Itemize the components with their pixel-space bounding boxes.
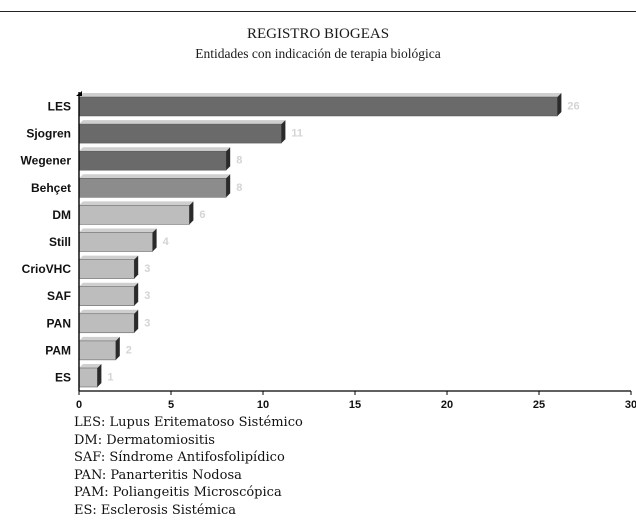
- data-label: 3: [144, 290, 150, 302]
- category-label: Wegener: [21, 154, 72, 168]
- bar-end-cap: [115, 336, 120, 360]
- y-axis-tip: [76, 91, 82, 96]
- bar-rect: [78, 340, 117, 361]
- legend-item: ES: Esclerosis Sistémica: [74, 502, 237, 518]
- bar-end-cap: [134, 255, 139, 279]
- chart-title: REGISTRO BIOGEAS: [246, 26, 390, 42]
- bars-group: LES 26 Sjogren 11 Wegener 8 Behçet 8 DM 6 Still 4 Cr…: [21, 93, 580, 388]
- bar-rect: [78, 96, 558, 117]
- category-label: PAN: [47, 316, 71, 330]
- category-label: Behçet: [31, 181, 71, 195]
- data-label: 11: [291, 128, 303, 140]
- bar-chart: LES 26 Sjogren 11 Wegener 8 Behçet 8 DM 6 Still 4 Cr…: [21, 91, 636, 411]
- data-label: 8: [236, 182, 242, 194]
- category-label: SAF: [47, 289, 71, 303]
- bar-6: CrioVHC 3: [22, 255, 150, 279]
- chart-subtitle: Entidades con indicación de terapia biol…: [195, 46, 441, 61]
- category-label: DM: [52, 208, 71, 222]
- x-tick-label: 0: [76, 399, 82, 411]
- bar-end-cap: [97, 364, 102, 387]
- legend-item: SAF: Síndrome Antifosfolipídico: [74, 450, 285, 465]
- data-label: 6: [199, 209, 205, 221]
- bar-top-face: [79, 201, 194, 206]
- bar-4: DM 6: [52, 201, 206, 225]
- bar-end-cap: [226, 147, 231, 171]
- bar-rect: [78, 313, 135, 334]
- legend-item: DM: Dermatomiositis: [74, 432, 215, 448]
- bar-3: Behçet 8: [31, 174, 242, 198]
- legend-item: PAN: Panarteritis Nodosa: [74, 467, 242, 483]
- axes-group: 0 5 10 15 20 25 30: [76, 91, 636, 411]
- bar-10: ES 1: [55, 364, 114, 388]
- bar-rect: [78, 259, 135, 279]
- bar-end-cap: [134, 282, 139, 306]
- bar-rect: [78, 232, 153, 252]
- bar-end-cap: [557, 93, 562, 116]
- bar-end-cap: [281, 120, 286, 144]
- bar-top-face: [79, 120, 286, 125]
- category-label: LES: [48, 100, 71, 114]
- x-tick-label: 30: [625, 399, 636, 411]
- data-label: 4: [163, 236, 170, 248]
- abbreviation-legend: LES: Lupus Eritematoso Sistémico DM: Der…: [74, 414, 303, 519]
- bar-7: SAF 3: [47, 282, 150, 306]
- bar-end-cap: [134, 309, 139, 333]
- bar-end-cap: [152, 228, 157, 252]
- bar-rect: [78, 150, 227, 171]
- legend-item: PAM: Poliangeitis Microscópica: [74, 485, 282, 500]
- category-label: PAM: [45, 343, 71, 357]
- category-label: Still: [49, 235, 71, 249]
- x-tick-label: 15: [349, 399, 361, 411]
- bar-top-face: [79, 336, 120, 341]
- bar-top-face: [79, 228, 157, 233]
- bar-end-cap: [189, 201, 194, 225]
- bar-top-face: [79, 174, 231, 179]
- bar-8: PAN 3: [47, 309, 150, 334]
- bar-rect: [78, 286, 135, 306]
- category-label: Sjogren: [26, 127, 71, 141]
- category-label: ES: [55, 371, 71, 385]
- data-label: 1: [107, 372, 113, 384]
- x-tick-label: 20: [441, 399, 453, 411]
- bar-rect: [78, 367, 98, 388]
- bar-2: Wegener 8: [21, 147, 242, 171]
- bar-1: Sjogren 11: [26, 120, 303, 144]
- legend-item: LES: Lupus Eritematoso Sistémico: [74, 415, 303, 430]
- bar-0: LES 26: [48, 93, 580, 117]
- data-label: 26: [567, 101, 579, 113]
- bar-top-face: [79, 147, 231, 152]
- x-tick-label: 5: [168, 399, 174, 411]
- top-rule: [0, 11, 636, 12]
- category-label: CrioVHC: [22, 262, 72, 276]
- bar-rect: [78, 123, 282, 144]
- bar-rect: [78, 178, 227, 198]
- bar-top-face: [79, 364, 102, 368]
- data-label: 3: [144, 317, 150, 329]
- data-label: 3: [144, 263, 150, 275]
- x-tick-label: 25: [533, 399, 545, 411]
- bar-9: PAM 2: [45, 336, 132, 361]
- data-label: 8: [236, 155, 242, 167]
- bar-top-face: [79, 282, 139, 287]
- bar-end-cap: [226, 174, 231, 198]
- bar-top-face: [79, 255, 139, 260]
- bar-top-face: [79, 309, 139, 314]
- bar-rect: [78, 205, 190, 225]
- data-label: 2: [126, 344, 132, 356]
- bar-5: Still 4: [49, 228, 170, 252]
- x-tick-label: 10: [257, 399, 269, 411]
- bar-top-face: [79, 93, 562, 97]
